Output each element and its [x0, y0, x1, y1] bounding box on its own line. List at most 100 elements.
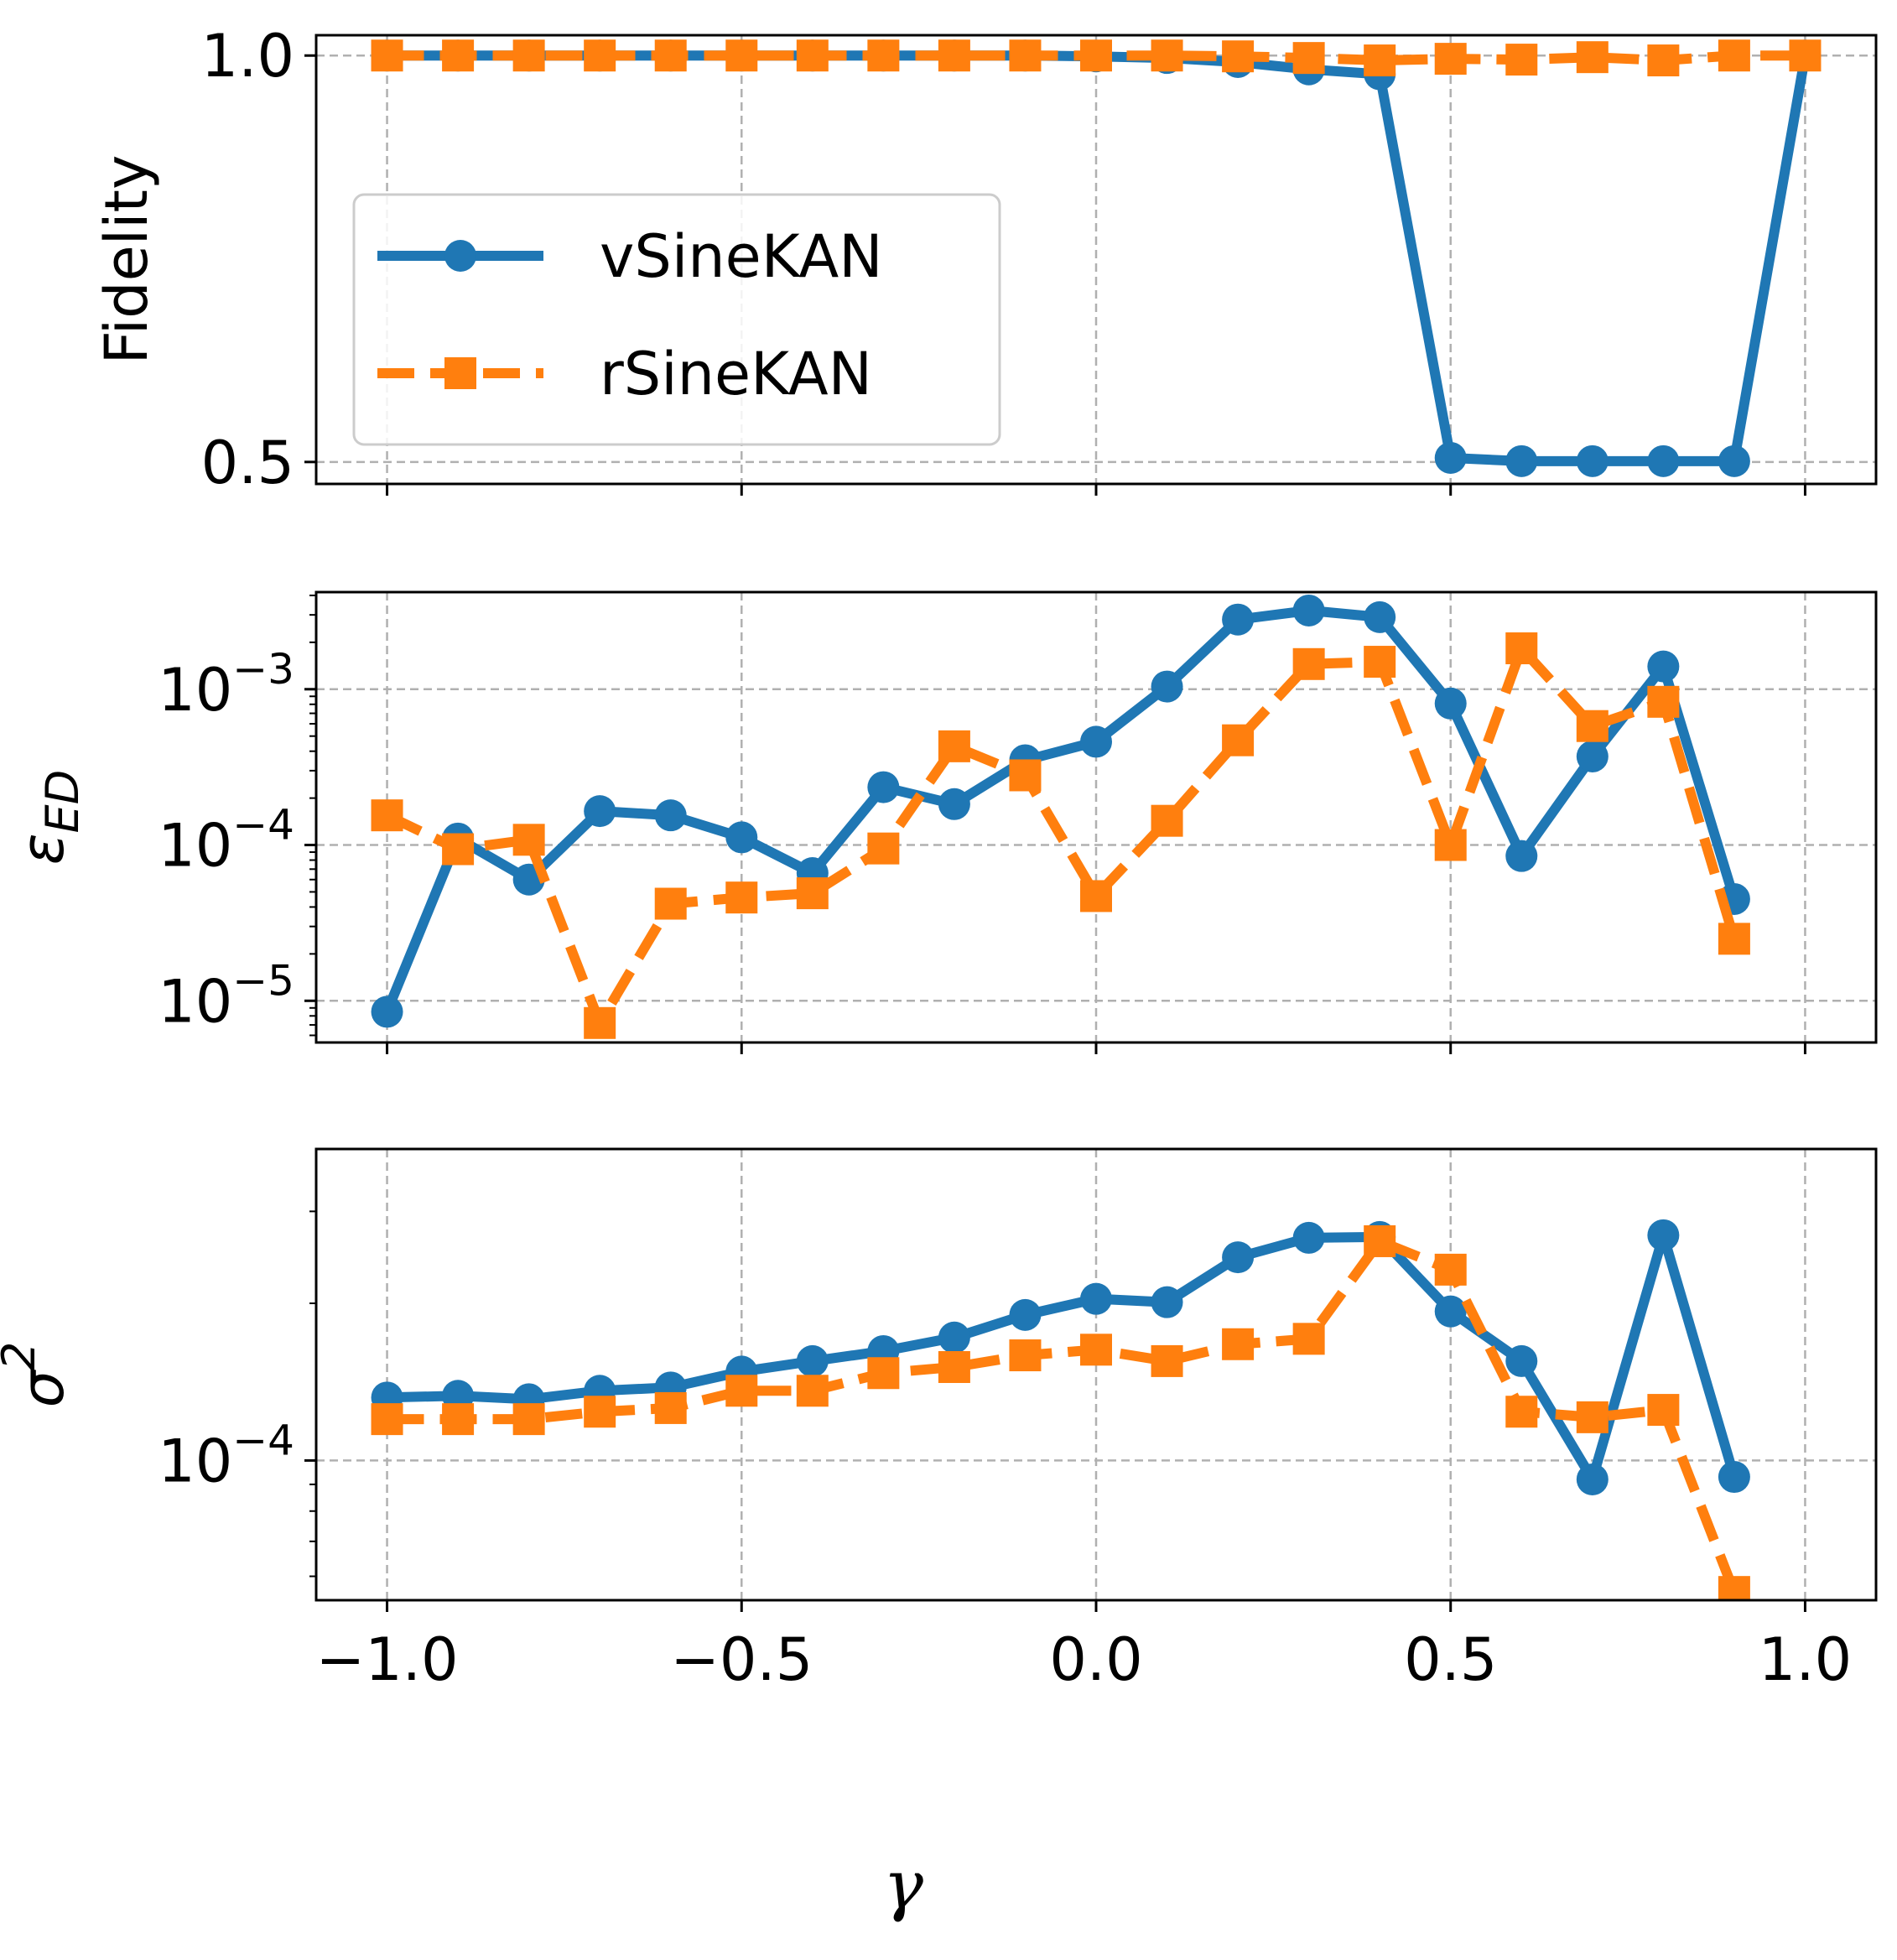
point-vSineKAN — [1434, 687, 1467, 720]
legend-label-vSineKAN: vSineKAN — [600, 222, 883, 291]
point-vSineKAN — [1151, 1286, 1183, 1318]
point-rSineKAN — [1080, 880, 1112, 912]
point-vSineKAN — [371, 996, 403, 1028]
point-rSineKAN — [867, 39, 900, 72]
point-rSineKAN — [1647, 44, 1680, 77]
point-rSineKAN — [1222, 40, 1255, 73]
point-vSineKAN — [1080, 725, 1112, 758]
grid — [316, 1149, 1876, 1600]
point-vSineKAN — [1576, 1463, 1609, 1495]
x-tick-label: −0.5 — [670, 1625, 813, 1694]
point-vSineKAN — [1505, 1344, 1538, 1377]
point-rSineKAN — [1434, 43, 1467, 75]
y-tick-label: 10−3 — [158, 645, 294, 725]
y-tick-label: 10−4 — [158, 801, 294, 881]
series-rSineKAN — [371, 632, 1750, 1039]
y-tick-label: 1.0 — [201, 22, 294, 91]
point-rSineKAN — [1292, 42, 1325, 75]
point-rSineKAN — [1151, 804, 1183, 837]
point-rSineKAN — [1009, 1339, 1042, 1372]
line-rSineKAN — [384, 643, 1739, 1028]
point-vSineKAN — [1080, 1282, 1112, 1315]
point-rSineKAN — [371, 799, 403, 832]
point-rSineKAN — [1718, 39, 1750, 72]
point-rSineKAN — [1647, 1394, 1680, 1427]
grid — [316, 592, 1876, 1042]
point-vSineKAN — [1647, 650, 1680, 683]
ylabel-superscript: 2 — [0, 1342, 45, 1370]
point-vSineKAN — [725, 821, 758, 854]
point-rSineKAN — [1364, 44, 1396, 77]
point-rSineKAN — [442, 833, 475, 866]
point-rSineKAN — [1789, 39, 1822, 72]
point-rSineKAN — [938, 730, 970, 762]
series-rSineKAN — [371, 1224, 1750, 1600]
point-rSineKAN — [938, 1350, 970, 1383]
point-vSineKAN — [1647, 445, 1680, 477]
fidelity-panel: 0.5 1.0 Fidelity vSineKAN rSineKAN — [92, 22, 1878, 497]
point-vSineKAN — [584, 795, 616, 828]
ylabel-main: σ — [8, 1368, 77, 1407]
point-vSineKAN — [1222, 603, 1255, 636]
point-rSineKAN — [1222, 1328, 1255, 1360]
point-rSineKAN — [654, 1391, 687, 1424]
ylabel-main: ε — [8, 833, 77, 865]
tick-base: 10 — [158, 656, 232, 725]
point-rSineKAN — [867, 1357, 900, 1390]
point-rSineKAN — [1222, 724, 1255, 756]
point-rSineKAN — [796, 1375, 829, 1407]
point-rSineKAN — [796, 39, 829, 72]
x-axis-label: γ — [883, 1846, 923, 1924]
point-vSineKAN — [1576, 740, 1609, 772]
point-rSineKAN — [512, 39, 545, 72]
point-rSineKAN — [1576, 41, 1609, 74]
point-vSineKAN — [1151, 670, 1183, 703]
y-axis-label: Fidelity — [92, 155, 161, 365]
point-rSineKAN — [1576, 710, 1609, 742]
point-vSineKAN — [1222, 1241, 1255, 1274]
legend-label-rSineKAN: rSineKAN — [600, 340, 872, 408]
tick-exponent: −4 — [232, 1416, 294, 1464]
point-rSineKAN — [1080, 1334, 1112, 1366]
point-vSineKAN — [938, 788, 970, 820]
point-vSineKAN — [1505, 840, 1538, 872]
point-rSineKAN — [654, 39, 687, 72]
point-rSineKAN — [584, 1396, 616, 1428]
point-vSineKAN — [1364, 600, 1396, 633]
point-vSineKAN — [1434, 1295, 1467, 1328]
point-rSineKAN — [1505, 632, 1538, 665]
series-vSineKAN — [371, 1219, 1750, 1495]
y-axis-label: εED — [8, 770, 89, 866]
point-rSineKAN — [1364, 646, 1396, 678]
point-rSineKAN — [371, 1403, 403, 1436]
point-rSineKAN — [1505, 1396, 1538, 1428]
ylabel-subscript: ED — [36, 770, 89, 834]
point-rSineKAN — [725, 881, 758, 914]
point-rSineKAN — [1009, 39, 1042, 72]
tick-base: 10 — [158, 967, 232, 1036]
point-rSineKAN — [1718, 923, 1750, 955]
point-rSineKAN — [938, 39, 970, 72]
point-rSineKAN — [512, 1403, 545, 1436]
series-rSineKAN — [371, 39, 1822, 77]
y-tick-label: 10−5 — [158, 956, 294, 1036]
point-rSineKAN — [1009, 759, 1042, 792]
legend-marker — [444, 240, 476, 272]
point-rSineKAN — [1434, 1253, 1467, 1286]
point-rSineKAN — [654, 887, 687, 920]
point-vSineKAN — [796, 1344, 829, 1377]
point-vSineKAN — [1009, 1298, 1042, 1331]
y-axis-label: σ2 — [0, 1342, 77, 1408]
point-vSineKAN — [1434, 441, 1467, 474]
tick-exponent: −3 — [232, 645, 294, 694]
point-vSineKAN — [938, 1321, 970, 1354]
x-tick-label: 0.5 — [1404, 1625, 1497, 1694]
point-rSineKAN — [1647, 685, 1680, 718]
point-vSineKAN — [1647, 1219, 1680, 1251]
point-rSineKAN — [1151, 1344, 1183, 1377]
point-rSineKAN — [584, 1006, 616, 1039]
x-tick-label: 0.0 — [1049, 1625, 1142, 1694]
point-rSineKAN — [1292, 647, 1325, 680]
y-tick-label: 10−4 — [158, 1416, 294, 1495]
